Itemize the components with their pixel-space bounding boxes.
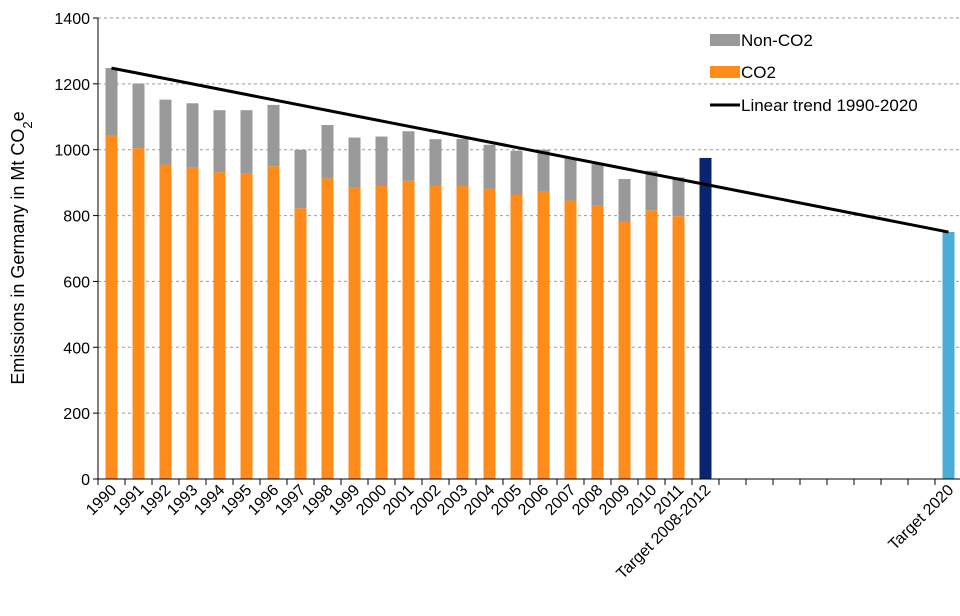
bar-non-co2-2001 <box>402 131 415 181</box>
bar-target-2008-2012 <box>699 157 712 480</box>
bar-co2-2002 <box>429 185 442 479</box>
bar-non-co2-1999 <box>348 137 361 188</box>
x-tick-label: 1991 <box>110 482 147 519</box>
bar-non-co2-2006 <box>537 149 550 192</box>
bar-co2-2008 <box>591 205 604 479</box>
bar-co2-1995 <box>240 173 253 479</box>
legend-item-trend: Linear trend 1990-2020 <box>710 96 918 115</box>
bar-non-co2-1996 <box>267 104 280 167</box>
axes <box>93 17 960 485</box>
x-tick-label: Target 2020 <box>886 482 958 554</box>
x-tick-label: 2000 <box>353 482 390 519</box>
bar-non-co2-2002 <box>429 139 442 186</box>
legend-swatch-non-co2 <box>710 34 740 46</box>
y-tick-label: 400 <box>63 340 90 357</box>
y-tick-label: 800 <box>63 209 90 226</box>
x-tick-label: 2002 <box>407 482 444 519</box>
y-tick-label: 1000 <box>54 143 90 160</box>
y-tick-label: 600 <box>63 274 90 291</box>
bar-non-co2-2007 <box>564 157 577 201</box>
bar-non-co2-1991 <box>132 83 145 149</box>
bar-non-co2-2004 <box>483 144 496 189</box>
x-tick-labels: 1990199119921993199419951996199719981999… <box>83 482 957 583</box>
x-tick-label: 1995 <box>218 482 255 519</box>
legend-item-non-co2: Non-CO2 <box>710 31 813 50</box>
bar-non-co2-1990 <box>105 68 118 136</box>
trend-layer <box>111 66 949 234</box>
x-tick-label: 1998 <box>299 482 336 519</box>
x-tick-label: 1997 <box>272 482 309 519</box>
x-tick-label: 2007 <box>542 482 579 519</box>
x-tick-label: 1994 <box>191 482 228 519</box>
bar-co2-2010 <box>645 210 658 479</box>
bar-non-co2-1998 <box>321 125 334 179</box>
bar-co2-2003 <box>456 185 469 479</box>
bar-non-co2-2009 <box>618 179 631 222</box>
bar-non-co2-1995 <box>240 110 253 174</box>
y-tick-labels: 0 200 400 600 800 1000 1200 1400 <box>54 11 90 489</box>
legend-swatch-co2 <box>710 66 740 78</box>
x-tick-label: 2010 <box>623 482 660 519</box>
bar-co2-1997 <box>294 208 307 479</box>
bar-non-co2-1992 <box>159 99 172 165</box>
bar-non-co2-1994 <box>213 110 226 173</box>
trend-line <box>111 66 949 234</box>
bar-non-co2-2011 <box>672 177 685 217</box>
x-tick-label: 1992 <box>137 482 174 519</box>
bar-co2-2001 <box>402 180 415 479</box>
bar-co2-2007 <box>564 200 577 479</box>
bar-co2-1991 <box>132 148 145 479</box>
x-tick-label: 2006 <box>515 482 552 519</box>
y-tick-label: 1200 <box>54 77 90 94</box>
y-tick-label: 0 <box>81 472 90 489</box>
bar-co2-2005 <box>510 194 523 480</box>
gridlines <box>98 17 960 414</box>
bar-non-co2-2005 <box>510 150 523 195</box>
x-tick-label: 2003 <box>434 482 471 519</box>
x-tick-label: 1993 <box>164 482 201 519</box>
bar-co2-1993 <box>186 167 199 479</box>
legend-label-co2: CO2 <box>741 63 776 82</box>
x-tick-label: 1999 <box>326 482 363 519</box>
legend-item-co2: CO2 <box>710 63 776 82</box>
bar-non-co2-2000 <box>375 136 388 186</box>
legend-label-trend: Linear trend 1990-2020 <box>741 96 918 115</box>
bar-non-co2-1993 <box>186 103 199 168</box>
bar-co2-2000 <box>375 185 388 479</box>
bar-co2-1994 <box>213 172 226 479</box>
bar-co2-1998 <box>321 178 334 480</box>
bar-non-co2-1997 <box>294 149 307 209</box>
bar-co2-2004 <box>483 188 496 479</box>
legend: Non-CO2 CO2 Linear trend 1990-2020 <box>710 31 918 115</box>
x-tick-label: 1996 <box>245 482 282 519</box>
x-tick-label: 2005 <box>488 482 525 519</box>
y-tick-label: 1400 <box>54 11 90 28</box>
bar-co2-2011 <box>672 216 685 480</box>
bar-non-co2-2010 <box>645 170 658 211</box>
bar-co2-2009 <box>618 221 631 479</box>
x-tick-label: 2008 <box>569 482 606 519</box>
bar-co2-2006 <box>537 191 550 479</box>
bar-target-2020 <box>942 232 955 479</box>
bar-co2-1996 <box>267 166 280 479</box>
legend-label-non-co2: Non-CO2 <box>741 31 813 50</box>
x-tick-label: 2004 <box>461 482 498 519</box>
bars-group <box>105 68 955 480</box>
bar-co2-1990 <box>105 135 118 480</box>
bar-co2-1992 <box>159 164 172 479</box>
bar-non-co2-2003 <box>456 138 469 186</box>
y-tick-label: 200 <box>63 406 90 423</box>
x-tick-label: 2009 <box>596 482 633 519</box>
bar-co2-1999 <box>348 187 361 479</box>
x-tick-label: 2001 <box>380 482 417 519</box>
y-axis-title: Emissions in Germany in Mt CO2e <box>8 111 35 384</box>
bar-non-co2-2008 <box>591 164 604 206</box>
